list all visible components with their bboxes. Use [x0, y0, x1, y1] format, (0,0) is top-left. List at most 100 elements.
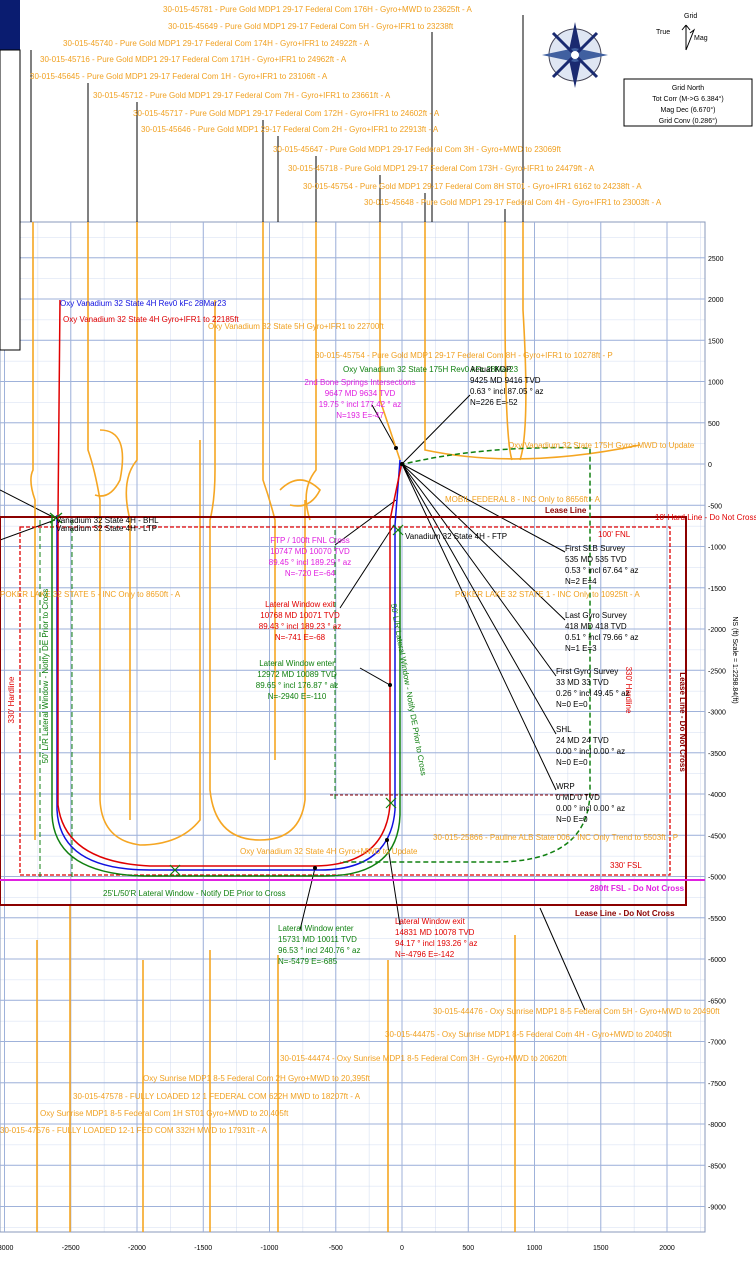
window-4h — [51, 515, 401, 877]
label: Lease Line - Do Not Cross — [678, 672, 687, 772]
callout-text: 24 MD 24 TVD — [556, 736, 609, 745]
label: 50' L/R Lateral Window - Notify DE Prior… — [41, 589, 50, 763]
label: 25'L/50'R Lateral Window - Notify DE Pri… — [103, 889, 286, 898]
label: 100' FNL — [598, 530, 631, 539]
well-label: 30-015-45781 - Pure Gold MDP1 29-17 Fede… — [163, 5, 472, 14]
x-tick-label: 0 — [400, 1245, 404, 1252]
callout-text: 89.43 ° incl 189.23 ° az — [259, 622, 341, 631]
y-tick-label: -6000 — [708, 957, 726, 964]
y-tick-label: -4500 — [708, 833, 726, 840]
label: 30-015-45754 - Pure Gold MDP1 29-17 Fede… — [315, 351, 613, 360]
callout-text: 0.26 ° incl 49.45 ° az — [556, 689, 630, 698]
callout-text: N=0 E=0 — [556, 758, 588, 767]
compass-label: True — [656, 29, 670, 36]
callout-text: 33 MD 33 TVD — [556, 678, 609, 687]
callout-text: 10768 MD 10071 TVD — [260, 611, 340, 620]
callout-text: SHL — [556, 725, 572, 734]
lease-line — [0, 516, 687, 906]
callout-text: Lateral Window exit — [395, 917, 466, 926]
y-tick-label: -7500 — [708, 1081, 726, 1088]
y-axis-label: NS (ft) Scale = 1:2298.84(ft) — [731, 616, 738, 703]
grid-north-text: Tot Corr (M->G 6.384°) — [652, 95, 723, 103]
y-tick-label: -5000 — [708, 875, 726, 882]
y-tick-label: 2000 — [708, 297, 724, 304]
y-tick-label: -8500 — [708, 1163, 726, 1170]
label: Oxy Sunrise MDP1 8-5 Federal Com 2H Gyro… — [143, 1074, 371, 1083]
callout-text: WRP — [556, 782, 575, 791]
callout-text: 0.51 ° incl 79.66 ° az — [565, 633, 639, 642]
grid-north-text: Mag Dec (6.670°) — [661, 106, 716, 114]
callout-text: 0.00 ° incl 0.00 ° az — [556, 804, 625, 813]
callout-text: 0 MD 0 TVD — [556, 793, 600, 802]
panel-header — [0, 0, 20, 50]
label: Vanadium 32 State 4H - LTP — [56, 524, 157, 533]
well-label: 30-015-45717 - Pure Gold MDP1 29-17 Fede… — [133, 109, 440, 118]
y-tick-label: 2500 — [708, 256, 724, 263]
label: 30-015-44476 - Oxy Sunrise MDP1 8-5 Fede… — [433, 1007, 720, 1016]
callout-text: 418 MD 418 TVD — [565, 622, 627, 631]
x-tick-label: 1500 — [593, 1245, 609, 1252]
callout-text: 89.45 ° incl 189.29 ° az — [269, 558, 351, 567]
label: POKER LAKE 32 STATE 5 - INC Only to 8650… — [0, 590, 181, 599]
label: 280ft FSL - Do Not Cross — [590, 884, 685, 893]
label: Lease Line — [545, 506, 587, 515]
grid-north-text: Grid Conv (0.286°) — [659, 117, 717, 125]
y-tick-label: -1000 — [708, 545, 726, 552]
well-label: 30-015-45712 - Pure Gold MDP1 29-17 Fede… — [93, 91, 391, 100]
y-tick-label: 1500 — [708, 338, 724, 345]
callout-text: 535 MD 535 TVD — [565, 555, 627, 564]
grid-north-text: Grid North — [672, 85, 704, 92]
well-label: 30-015-45740 - Pure Gold MDP1 29-17 Fede… — [63, 39, 370, 48]
callout-text: 0.53 ° incl 67.64 ° az — [565, 566, 639, 575]
y-tick-label: -2000 — [708, 627, 726, 634]
y-tick-label: -3000 — [708, 710, 726, 717]
callout-text: 15731 MD 10011 TVD — [278, 935, 357, 944]
label: Oxy Vanadium 32 State 4H Gyro+IFR1 to 22… — [63, 315, 240, 324]
callout-text: 89.65 ° incl 176.87 ° az — [256, 681, 338, 690]
y-tick-label: -4000 — [708, 792, 726, 799]
label: Vanadium 32 State 4H - FTP — [405, 532, 507, 541]
label: 30-015-47576 - FULLY LOADED 12-1 FED COM… — [0, 1126, 268, 1135]
callout-text: FTP / 100ft FNL Cross — [270, 536, 350, 545]
plot-area — [0, 221, 706, 1233]
north-arrows — [681, 24, 696, 51]
grid-north-box — [623, 78, 753, 127]
y-tick-label: -500 — [708, 503, 722, 510]
callout-text: N=-5479 E=-685 — [278, 957, 338, 966]
y-tick-label: 1000 — [708, 380, 724, 387]
x-tick-label: -2500 — [62, 1245, 80, 1252]
callout-text: N=1 E=3 — [565, 644, 597, 653]
x-tick-label: -3000 — [0, 1245, 14, 1252]
callout-text: Lateral Window enter — [259, 659, 335, 668]
x-tick-label: -1000 — [261, 1245, 279, 1252]
callout-text: First Gyro Survey — [556, 667, 618, 676]
callout-text: 0.63 ° incl 87.05 ° az — [470, 387, 544, 396]
callout-text: 94.17 ° incl 193.26 ° az — [395, 939, 477, 948]
compass-label: Grid — [684, 13, 697, 20]
well-label: 30-015-45754 - Pure Gold MDP1 29-17 Fede… — [303, 182, 642, 191]
x-tick-label: -500 — [329, 1245, 343, 1252]
well-label: 30-015-45645 - Pure Gold MDP1 29-17 Fede… — [30, 72, 328, 81]
y-tick-label: -7000 — [708, 1040, 726, 1047]
well-label: 30-015-45716 - Pure Gold MDP1 29-17 Fede… — [40, 55, 347, 64]
callout-text: 9647 MD 9634 TVD — [325, 389, 396, 398]
y-tick-label: -9000 — [708, 1205, 726, 1212]
plan-4h — [56, 459, 401, 871]
callout-text: Actual KOP — [470, 365, 511, 374]
offset-wells — [30, 222, 641, 1232]
window-bounds — [39, 520, 336, 880]
callout-text: N=226 E=-52 — [470, 398, 518, 407]
markers — [49, 512, 404, 876]
label: MOBIL FEDERAL 8 - INC Only to 8656ft - A — [445, 495, 601, 504]
callout-text: 14831 MD 10078 TVD — [395, 928, 475, 937]
compass — [542, 22, 608, 88]
label: 330' Hardline — [7, 676, 16, 723]
label: Oxy Vanadium 32 State 4H Rev0 kFc 28Mar2… — [60, 299, 227, 308]
x-tick-label: -2000 — [128, 1245, 146, 1252]
label: Vanadium 32 State 4H - BHL — [56, 516, 159, 525]
label: 10' Hard Line - Do Not Cross on Return — [655, 513, 756, 522]
callout-text: N=0 E=0 — [556, 815, 588, 824]
callout-text: 12972 MD 10089 TVD — [257, 670, 337, 679]
y-tick-label: -3500 — [708, 751, 726, 758]
x-tick-label: 1000 — [527, 1245, 543, 1252]
